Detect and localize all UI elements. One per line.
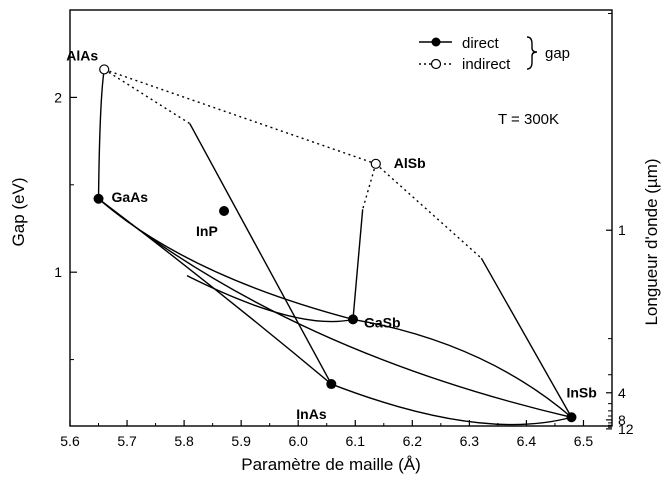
label-alsb: AlSb [394,155,426,171]
y2-tick-label: 12 [618,421,634,437]
plot-frame [69,9,613,427]
direct-gap-curve [189,123,332,385]
x-tick-label: 6.1 [346,433,366,449]
x-tick-label: 6.0 [288,433,308,449]
direct-gap-curve [98,198,572,418]
point-alsb [370,158,381,169]
indirect-gap-curve [375,163,482,259]
indirect-gap-curve [362,163,377,210]
point-insb [566,412,577,423]
direct-gap-curve [480,257,573,418]
point-gaas [93,193,104,204]
x-tick-label: 5.7 [117,433,137,449]
legend-indirect-marker [430,58,442,70]
legend-group-label: gap [545,45,570,62]
point-inas [326,379,337,390]
x-tick-label: 5.9 [231,433,251,449]
y-axis-title: Gap (eV) [9,178,28,247]
legend-direct-label: direct [462,35,500,52]
legend-brace [526,36,538,70]
label-inp: InP [196,223,218,239]
x-tick-label: 6.4 [517,433,537,449]
y2-tick-label: 4 [618,385,626,401]
temperature-annotation: T = 300K [498,111,559,128]
x-tick-label: 5.8 [174,433,194,449]
direct-gap-curve [97,69,105,199]
x-tick-label: 6.5 [574,433,594,449]
direct-gap-curve [352,318,572,418]
label-alas: AlAs [66,47,98,63]
direct-gap-curve [186,275,354,323]
x-tick-label: 6.3 [460,433,480,449]
indirect-gap-curve [104,68,377,165]
x-axis-title: Paramètre de maille (Å) [241,455,421,474]
point-alas [99,64,110,75]
label-gaas: GaAs [112,189,149,205]
indirect-gap-curve [103,68,191,125]
label-gasb: GaSb [364,314,401,330]
y2-axis-title: Longueur d'onde (µm) [642,158,661,325]
plot-area: 5.6 5.7 5.8 5.9 6.0 6.1 6.2 6.3 6.4 6.51214812AlA… [54,9,634,449]
x-tick-label: 6.2 [403,433,423,449]
label-insb: InSb [566,384,596,400]
direct-gap-curve [98,198,354,321]
label-inas: InAs [296,406,327,422]
y2-tick-label: 1 [618,222,626,238]
x-tick-label: 5.6 [60,433,80,449]
point-gasb [347,314,358,325]
y-tick-label: 2 [54,89,62,105]
direct-gap-curve [352,209,364,320]
legend: direct indirect gap [419,35,570,73]
y2-tick-label: 8 [618,412,626,428]
legend-indirect-label: indirect [462,56,511,73]
point-inp [219,206,230,217]
y-tick-label: 1 [54,264,62,280]
direct-gap-curve [331,383,572,426]
legend-direct-marker [431,37,441,47]
